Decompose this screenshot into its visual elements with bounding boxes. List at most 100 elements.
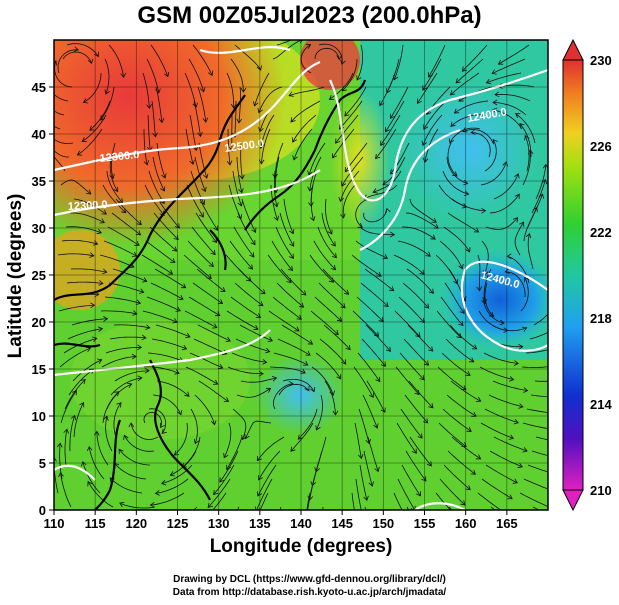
streamline [57,49,79,74]
streamline [444,282,465,314]
streamline [527,233,534,270]
streamline [238,86,241,123]
streamline [435,492,451,510]
streamline-arrow [433,223,439,229]
streamline-arrow [383,301,389,308]
streamline [81,114,107,142]
streamline [105,416,113,452]
streamline-arrow [265,387,272,393]
y-axis-label: Latitude (degrees) [5,193,26,359]
streamline-arrow [336,55,343,61]
streamline-arrow [160,422,165,429]
streamline-arrow [375,376,381,383]
streamline-arrow [344,111,350,117]
streamline-arrow [178,295,184,300]
y-tick-label: 10 [32,409,46,424]
streamline [533,313,548,326]
streamline [407,324,434,352]
streamline [58,304,95,312]
streamline-arrow [131,251,138,257]
streamline-arrow [219,477,225,483]
colorbar-tick-label: 222 [590,225,612,240]
streamline [318,282,346,309]
streamline [279,212,295,247]
streamline-arrow [89,368,95,374]
streamline-arrow [207,70,214,77]
streamline [322,268,349,295]
streamline [59,347,91,368]
x-tick-label: 150 [372,516,394,531]
streamline-arrow [374,466,380,473]
streamline [309,254,334,283]
streamline [316,394,323,431]
streamline-arrow [422,157,429,163]
streamline-arrow [289,228,295,235]
streamline-arrow [338,196,344,203]
streamline-arrow [249,252,255,258]
streamline [213,464,235,495]
streamline-arrow [428,346,434,352]
streamline [271,240,293,271]
streamline-arrow [329,390,335,396]
streamline-arrow [252,101,259,107]
streamline [272,383,294,410]
streamline [148,170,165,204]
streamline [339,100,363,130]
streamline [155,478,189,494]
streamline-arrow [492,138,498,145]
streamline-arrow [135,299,142,305]
streamline [446,394,477,417]
streamline-arrow [89,125,95,131]
streamline-arrow [553,489,558,494]
streamline [114,463,147,480]
y-tick-label: 30 [32,221,46,236]
x-tick-label: 125 [167,516,189,531]
streamline-arrow [455,78,461,84]
streamline [402,226,436,240]
streamline [142,310,178,323]
streamline [422,114,443,146]
streamline-arrow [449,90,456,96]
streamline-arrow [425,251,431,257]
streamline [109,477,143,494]
streamline [361,338,386,367]
streamline [358,408,370,444]
streamline-arrow [144,367,150,374]
streamline-arrow [379,100,385,107]
streamline [373,170,402,193]
streamline [359,464,368,501]
streamline [363,450,373,487]
streamline [276,282,304,308]
streamline-arrow [476,286,483,292]
streamline-arrow [340,59,346,65]
streamline [119,502,156,509]
streamline-arrow [56,442,63,448]
streamline-arrow [365,438,371,445]
streamline-arrow [226,464,232,471]
streamline [447,450,476,475]
streamline [197,86,207,123]
streamline-arrow [173,450,180,456]
streamline-arrow [217,299,224,305]
contour-label: 12300.0 [99,149,140,165]
streamline [275,156,280,193]
streamline-arrow [197,131,203,138]
streamline-arrow [525,232,532,239]
streamline [417,72,438,104]
streamline [227,366,264,374]
streamline [402,282,429,309]
streamline [446,156,468,184]
streamline-arrow [465,247,471,253]
streamline [360,282,389,307]
streamline [530,394,548,398]
streamline [96,431,109,466]
streamline-arrow [136,219,142,226]
x-tick-label: 110 [44,516,65,531]
streamline-arrow [213,489,219,496]
streamline [290,100,321,123]
streamline-arrow [146,104,152,110]
streamline [485,464,518,484]
streamline [151,100,156,137]
streamline-arrow [198,212,204,218]
